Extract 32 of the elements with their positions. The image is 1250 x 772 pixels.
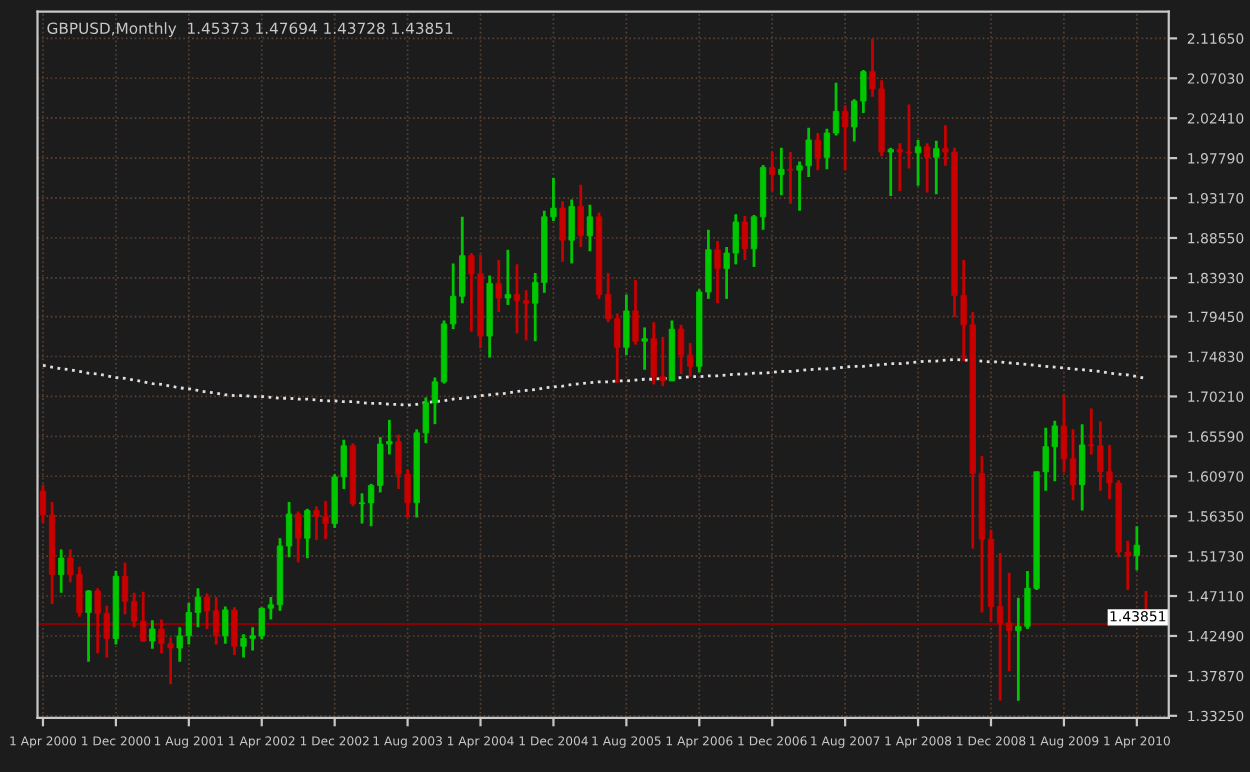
candlestick (887, 146, 894, 198)
candlestick (641, 326, 648, 372)
candlestick (495, 258, 502, 314)
candlestick (568, 198, 575, 265)
candlestick (623, 293, 630, 357)
candlestick (559, 199, 566, 264)
candlestick (741, 214, 749, 262)
candlestick (522, 288, 530, 342)
candlestick (769, 150, 776, 193)
candlestick (504, 248, 512, 307)
candlestick (304, 507, 311, 560)
candlestick (914, 138, 922, 188)
candlestick (149, 618, 156, 651)
candlestick (933, 139, 940, 196)
candlestick (222, 605, 229, 646)
candlestick (778, 146, 785, 197)
candlestick (841, 103, 849, 172)
candlestick (58, 548, 65, 595)
candlestick (513, 262, 521, 335)
candlestick (1133, 524, 1140, 572)
candlestick (714, 239, 721, 305)
candlestick (231, 605, 238, 657)
candlestick (1079, 422, 1086, 512)
candlestick (586, 203, 594, 253)
candlestick (85, 588, 92, 664)
candlestick (632, 278, 639, 347)
candlestick (787, 150, 794, 206)
candlestick (295, 510, 302, 564)
candlestick (1069, 427, 1077, 502)
candlestick (814, 131, 821, 172)
candlestick (577, 183, 584, 249)
candlestick (924, 141, 931, 194)
